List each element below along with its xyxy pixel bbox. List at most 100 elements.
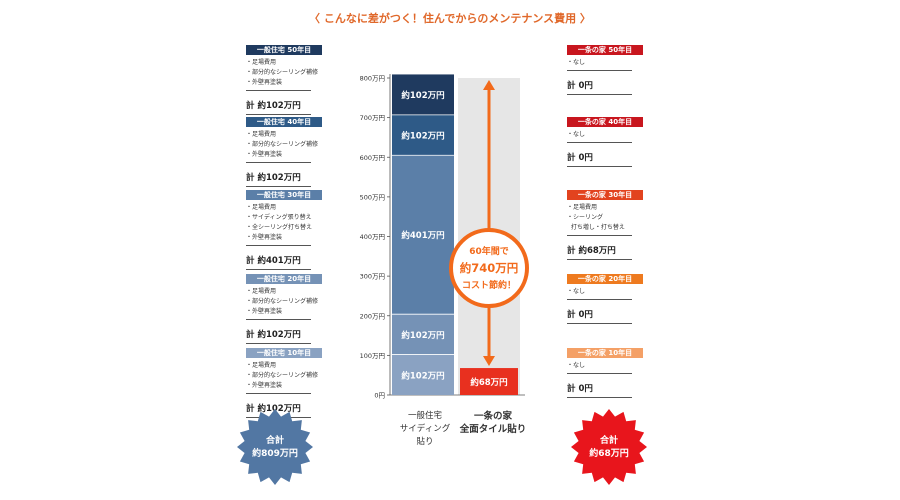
right-item-line: ・シーリング <box>567 214 604 221</box>
right-item-total: 計 0円 <box>567 310 593 320</box>
right-item-list: ・なし <box>567 287 643 297</box>
left-separator <box>246 393 311 394</box>
left-item-line: ・外壁再塗装 <box>246 79 283 86</box>
right-item-line: 打ち増し・打ち替え <box>567 224 625 231</box>
right-separator <box>567 142 632 143</box>
left-item-line: ・足場費用 <box>246 59 277 66</box>
left-item-total: 計 約102万円 <box>246 330 301 340</box>
maintenance-cost-chart: 0円 100万円 200万円 300万円 400万円 500万円 600万円 700万円 800… <box>360 74 529 400</box>
left-badge: 一般住宅 40年目 <box>246 117 322 127</box>
bar-segment <box>392 314 454 355</box>
left-item-line: ・外壁再塗装 <box>246 151 283 158</box>
left-item-total: 計 約102万円 <box>246 101 301 111</box>
left-separator <box>246 186 311 187</box>
x-label-general-house: 一般住宅 サイディング 貼り <box>399 411 451 447</box>
left-item-line: ・足場費用 <box>246 288 277 295</box>
right-item-list: ・なし <box>567 130 643 140</box>
left-item-total: 計 約102万円 <box>246 404 301 414</box>
right-item: 一条の家 40年目 ・なし計 0円 <box>567 117 643 167</box>
y-tick-label: 500万円 <box>360 193 385 201</box>
burst-polygon <box>237 409 313 485</box>
right-badge: 一条の家 20年目 <box>567 274 643 284</box>
right-total-burst: 合計 約68万円 <box>570 408 648 486</box>
left-total-burst: 合計 約809万円 <box>236 408 314 486</box>
left-item-list: ・足場費用・部分的なシーリング補修 ・外壁再塗装 <box>246 130 322 160</box>
right-separator <box>567 299 632 300</box>
burst-polygon <box>571 409 647 485</box>
bar-segment <box>392 155 454 315</box>
bar-segment-label: 約102万円 <box>401 330 444 341</box>
right-item-total: 計 0円 <box>567 153 593 163</box>
left-item-list: ・足場費用・部分的なシーリング補修 ・外壁再塗装 <box>246 58 322 88</box>
left-item-line: ・全シーリング打ち替え <box>246 224 313 231</box>
bar-segment-label: 約102万円 <box>401 131 444 142</box>
left-item-line: ・足場費用 <box>246 131 277 138</box>
right-item-line: ・足場費用 <box>567 204 598 211</box>
x-label-ichijo-house: 一条の家 全面タイル貼り <box>459 411 527 435</box>
right-item: 一条の家 30年目 ・足場費用・シーリング 打ち増し・打ち替え計 約68万円 <box>567 190 643 260</box>
right-item-line: ・なし <box>567 288 586 295</box>
y-tick-label: 100万円 <box>360 352 385 360</box>
right-total-label: 合計 <box>599 436 618 446</box>
left-item-line: ・足場費用 <box>246 362 277 369</box>
left-item: 一般住宅 30年目 ・足場費用・サイディング張り替え ・全シーリング打ち替え ・外壁再… <box>246 190 322 270</box>
right-separator <box>567 235 632 236</box>
arrow-up-icon <box>483 80 495 90</box>
left-item-total: 計 約401万円 <box>246 256 301 266</box>
left-item-list: ・足場費用 ・部分的なシーリング補修 ・外壁再塗装 <box>246 361 322 391</box>
right-item: 一条の家 10年目 ・なし計 0円 <box>567 348 643 398</box>
left-item: 一般住宅 40年目 ・足場費用 ・部分的なシーリング補修 ・外壁再塗装計 約102万円 <box>246 117 322 187</box>
y-tick-label: 0円 <box>374 392 385 400</box>
y-tick-label: 300万円 <box>360 273 385 281</box>
y-tick-label: 800万円 <box>360 75 385 83</box>
right-item-line: ・なし <box>567 362 586 369</box>
bar-segment <box>460 368 518 395</box>
left-badge: 一般住宅 30年目 <box>246 190 322 200</box>
left-badge: 一般住宅 10年目 <box>246 348 322 358</box>
y-tick-label: 400万円 <box>360 233 385 241</box>
right-badge: 一条の家 50年目 <box>567 45 643 55</box>
savings-circle <box>449 228 529 308</box>
right-separator <box>567 259 632 260</box>
left-item-line: ・外壁再塗装 <box>246 234 283 241</box>
right-separator <box>567 166 632 167</box>
left-separator <box>246 90 311 91</box>
right-badge: 一条の家 30年目 <box>567 190 643 200</box>
left-separator <box>246 114 311 115</box>
left-item: 一般住宅 50年目 ・足場費用・部分的なシーリング補修 ・外壁再塗装計 約102万円 <box>246 45 322 115</box>
right-item-total: 計 0円 <box>567 384 593 394</box>
right-separator <box>567 70 632 71</box>
savings-line-1: 60年間で <box>469 245 509 257</box>
right-badge: 一条の家 10年目 <box>567 348 643 358</box>
left-item-line: ・サイディング張り替え <box>246 214 312 221</box>
left-item-line: ・部分的なシーリング補修 <box>246 69 319 76</box>
bar-segment-label: 約102万円 <box>401 90 444 101</box>
right-item-total: 計 0円 <box>567 81 593 91</box>
right-item-line: ・なし <box>567 59 586 66</box>
savings-line-3: コスト節約！ <box>462 279 516 291</box>
y-tick-label: 700万円 <box>360 114 385 122</box>
right-item-list: ・なし <box>567 58 643 68</box>
right-separator <box>567 373 632 374</box>
left-badge: 一般住宅 20年目 <box>246 274 322 284</box>
page-title: 〈 こんなに差がつく！住んでからのメンテナンス費用 〉 <box>309 12 591 25</box>
left-separator <box>246 162 311 163</box>
bar-segment <box>392 74 454 115</box>
bar-segment-label: 約401万円 <box>401 230 444 241</box>
left-total-value: 約809万円 <box>252 449 298 459</box>
right-item: 一条の家 50年目 ・なし計 0円 <box>567 45 643 95</box>
right-separator <box>567 397 632 398</box>
bar-segment-label: 約102万円 <box>401 370 444 381</box>
left-total-label: 合計 <box>265 436 284 446</box>
left-item-line: ・足場費用 <box>246 204 277 211</box>
left-item-line: ・外壁再塗装 <box>246 382 283 389</box>
left-separator <box>246 319 311 320</box>
savings-amount: 約740万円 <box>460 261 519 275</box>
right-badge: 一条の家 40年目 <box>567 117 643 127</box>
left-badge: 一般住宅 50年目 <box>246 45 322 55</box>
left-item-line: ・部分的なシーリング補修 <box>246 298 319 305</box>
right-item-total: 計 約68万円 <box>567 246 616 256</box>
right-separator <box>567 94 632 95</box>
left-item: 一般住宅 20年目 ・足場費用 ・部分的なシーリング補修 ・外壁再塗装計 約102万円 <box>246 274 322 344</box>
left-item-line: ・部分的なシーリング補修 <box>246 141 319 148</box>
